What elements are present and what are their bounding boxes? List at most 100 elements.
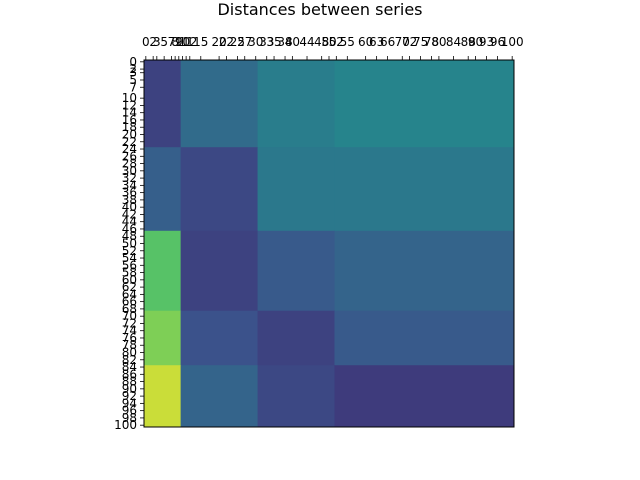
y-tick-label: 10 xyxy=(122,91,137,105)
x-tick-label: 20 xyxy=(211,35,226,49)
heatmap-block xyxy=(144,147,182,232)
heatmap-block xyxy=(144,310,182,366)
y-tick-label: 12 xyxy=(122,98,137,112)
heatmap-block xyxy=(257,230,335,312)
x-tick-label: 100 xyxy=(501,35,524,49)
x-tick-label: 66 xyxy=(380,35,395,49)
x-tick-label: 12 xyxy=(182,35,197,49)
y-tick-label: 34 xyxy=(122,178,137,192)
y-tick-label: 58 xyxy=(122,266,137,280)
y-tick-label: 70 xyxy=(122,309,137,323)
y-tick-label: 68 xyxy=(122,302,137,316)
x-tick-label: 40 xyxy=(285,35,300,49)
y-tick-label: 44 xyxy=(122,215,137,229)
x-tick-label: 11 xyxy=(178,35,193,49)
y-tick-label: 56 xyxy=(122,258,137,272)
x-tick-label: 75 xyxy=(413,35,428,49)
x-tick-label: 22 xyxy=(219,35,234,49)
y-tick-label: 50 xyxy=(122,237,137,251)
y-tick-label: 78 xyxy=(122,338,137,352)
y-tick-label: 38 xyxy=(122,193,137,207)
x-tick-label: 93 xyxy=(479,35,494,49)
y-tick-label: 84 xyxy=(122,360,137,374)
y-tick-label: 5 xyxy=(129,73,137,87)
x-tick-label: 60 xyxy=(358,35,373,49)
heatmap-block xyxy=(144,60,182,148)
heatmap-cells xyxy=(144,60,515,428)
y-tick-label: 100 xyxy=(114,418,137,432)
y-tick-label: 42 xyxy=(122,207,137,221)
heatmap-block xyxy=(257,310,335,366)
x-tick-label: 80 xyxy=(431,35,446,49)
y-tick-label: 22 xyxy=(122,135,137,149)
y-tick-label: 86 xyxy=(122,367,137,381)
x-tick-label: 48 xyxy=(314,35,329,49)
y-tick-label: 3 xyxy=(129,66,137,80)
y-tick-label: 0 xyxy=(129,55,137,69)
x-tick-label: 72 xyxy=(402,35,417,49)
heatmap-block xyxy=(334,147,515,232)
x-tick-label: 8 xyxy=(171,35,179,49)
x-tick-label: 15 xyxy=(193,35,208,49)
y-tick-label: 98 xyxy=(122,411,137,425)
y-tick-label: 28 xyxy=(122,157,137,171)
y-tick-label: 80 xyxy=(122,346,137,360)
y-tick-label: 76 xyxy=(122,331,137,345)
heatmap-block xyxy=(144,365,182,428)
y-tick-label: 20 xyxy=(122,127,137,141)
x-tick-label: 55 xyxy=(340,35,355,49)
heatmap-block xyxy=(180,230,259,312)
y-tick-label: 96 xyxy=(122,404,137,418)
y-tick-label: 88 xyxy=(122,375,137,389)
y-tick-label: 46 xyxy=(122,222,137,236)
y-tick-label: 52 xyxy=(122,244,137,258)
heatmap-block xyxy=(334,310,515,366)
x-tick-label: 50 xyxy=(321,35,336,49)
heatmap-block xyxy=(334,60,515,148)
y-tick-label: 16 xyxy=(122,113,137,127)
y-tick-label: 48 xyxy=(122,229,137,243)
y-tick-label: 2 xyxy=(129,62,137,76)
x-tick-label: 2 xyxy=(149,35,157,49)
y-tick-label: 94 xyxy=(122,396,137,410)
y-tick-label: 62 xyxy=(122,280,137,294)
y-tick-label: 64 xyxy=(122,287,137,301)
x-tick-label: 88 xyxy=(461,35,476,49)
y-tick-label: 74 xyxy=(122,324,137,338)
chart-title: Distances between series xyxy=(217,0,423,19)
heatmap-block xyxy=(257,147,335,232)
y-tick-label: 66 xyxy=(122,295,137,309)
y-tick-label: 30 xyxy=(122,164,137,178)
x-tick-label: 84 xyxy=(446,35,461,49)
heatmap-block xyxy=(144,230,182,312)
y-tick-label: 92 xyxy=(122,389,137,403)
x-tick-label: 27 xyxy=(237,35,252,49)
x-tick-label: 10 xyxy=(175,35,190,49)
y-tick-label: 72 xyxy=(122,316,137,330)
x-tick-label: 63 xyxy=(369,35,384,49)
x-tick-label: 0 xyxy=(142,35,150,49)
x-tick-label: 35 xyxy=(266,35,281,49)
y-axis-ticks: 0235710121416182022242628303234363840424… xyxy=(114,55,144,432)
y-tick-label: 24 xyxy=(122,142,137,156)
x-tick-label: 5 xyxy=(160,35,168,49)
x-tick-label: 3 xyxy=(153,35,161,49)
x-tick-label: 96 xyxy=(490,35,505,49)
heatmap-block xyxy=(257,60,335,148)
heatmap-block xyxy=(334,365,515,428)
y-tick-label: 7 xyxy=(129,80,137,94)
heatmap-block xyxy=(180,310,259,366)
x-tick-label: 33 xyxy=(259,35,274,49)
y-tick-label: 14 xyxy=(122,106,137,120)
y-tick-label: 40 xyxy=(122,200,137,214)
y-tick-label: 90 xyxy=(122,382,137,396)
heatmap-block xyxy=(334,230,515,312)
x-tick-label: 70 xyxy=(395,35,410,49)
x-tick-label: 90 xyxy=(468,35,483,49)
y-tick-label: 82 xyxy=(122,353,137,367)
y-tick-label: 54 xyxy=(122,251,137,265)
y-tick-label: 36 xyxy=(122,186,137,200)
heatmap-block xyxy=(180,365,259,428)
x-tick-label: 30 xyxy=(248,35,263,49)
heatmap-block xyxy=(257,365,335,428)
